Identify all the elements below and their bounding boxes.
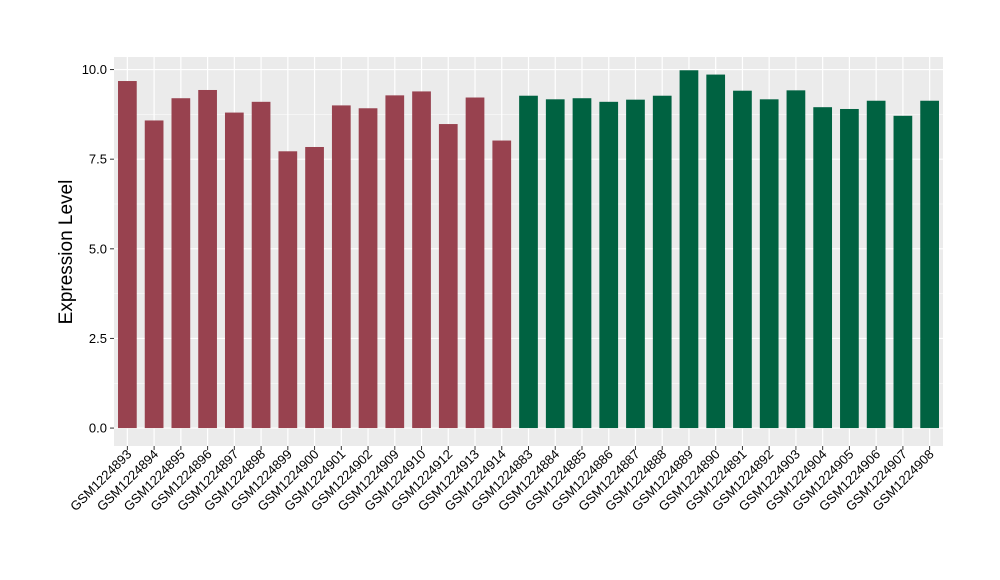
- y-axis-label: Expression Level: [56, 180, 77, 325]
- bar-GSM1224894: [144, 120, 164, 429]
- bar-GSM1224898: [251, 101, 271, 429]
- bar-GSM1224891: [733, 90, 752, 429]
- y-tick-label: 7.5: [89, 152, 107, 167]
- bar-GSM1224912: [438, 124, 458, 429]
- bar-GSM1224883: [519, 95, 538, 429]
- bar-GSM1224885: [572, 98, 592, 429]
- bar-GSM1224896: [198, 89, 217, 429]
- bar-GSM1224899: [278, 151, 298, 429]
- bar-GSM1224886: [599, 101, 619, 429]
- bar-GSM1224887: [626, 99, 645, 429]
- bar-GSM1224910: [412, 91, 431, 429]
- bar-GSM1224890: [706, 74, 726, 429]
- bars: [118, 70, 939, 429]
- bar-GSM1224906: [866, 100, 886, 429]
- bar-GSM1224903: [786, 90, 806, 429]
- bar-GSM1224897: [224, 112, 244, 429]
- bar-GSM1224908: [920, 100, 939, 429]
- bar-GSM1224892: [759, 99, 779, 429]
- y-tick-label: 2.5: [89, 331, 107, 346]
- bar-GSM1224902: [358, 108, 378, 429]
- y-tick-label: 10.0: [82, 62, 107, 77]
- bar-GSM1224914: [492, 140, 512, 429]
- bar-GSM1224909: [385, 95, 405, 429]
- bar-GSM1224900: [305, 146, 324, 429]
- bar-GSM1224895: [171, 98, 191, 429]
- bar-GSM1224884: [545, 99, 565, 429]
- y-tick-label: 5.0: [89, 241, 107, 256]
- y-axis: 0.0 2.5 5.0 7.5 10.0: [82, 62, 114, 436]
- bar-GSM1224905: [840, 108, 859, 429]
- bar-GSM1224907: [893, 115, 913, 429]
- bar-GSM1224889: [679, 70, 699, 429]
- bar-GSM1224901: [331, 105, 351, 429]
- bar-GSM1224913: [465, 97, 485, 429]
- bar-GSM1224893: [118, 81, 137, 429]
- bar-GSM1224904: [813, 107, 833, 429]
- x-axis: GSM1224893GSM1224894GSM1224895GSM1224896…: [67, 446, 937, 514]
- bar-GSM1224888: [652, 95, 672, 429]
- y-tick-label: 0.0: [89, 421, 107, 436]
